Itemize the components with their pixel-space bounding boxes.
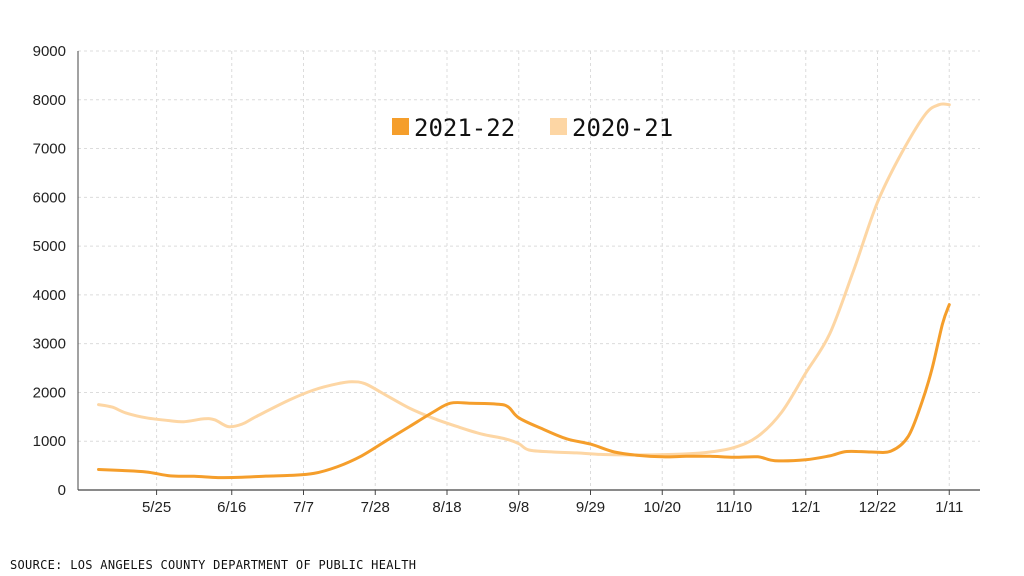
legend-swatch-2021-22 bbox=[392, 118, 409, 135]
axes: 0 1000 2000 3000 4000 5000 6000 7000 8000 9000 5/2… bbox=[33, 43, 980, 516]
y-tick-label: 9000 bbox=[33, 43, 66, 60]
legend-label-2020-21: 2020-21 bbox=[572, 114, 673, 142]
x-tick-label: 10/20 bbox=[643, 499, 681, 516]
grid bbox=[78, 50, 980, 490]
legend: 2021-22 2020-21 bbox=[392, 114, 673, 142]
y-tick-label: 8000 bbox=[33, 92, 66, 109]
y-tick-label: 7000 bbox=[33, 141, 66, 158]
x-tick-label: 11/10 bbox=[716, 499, 752, 516]
y-tick-label: 2000 bbox=[33, 384, 66, 401]
x-tick-label: 8/18 bbox=[432, 499, 461, 516]
series-lines bbox=[97, 102, 951, 480]
x-tick-label: 5/25 bbox=[142, 499, 171, 516]
legend-label-2021-22: 2021-22 bbox=[414, 114, 515, 142]
series-line-2020-21 bbox=[97, 102, 951, 457]
legend-swatch-2020-21 bbox=[550, 118, 567, 135]
y-tick-label: 5000 bbox=[33, 238, 66, 255]
x-tick-label: 12/1 bbox=[791, 499, 820, 516]
source-note: SOURCE: LOS ANGELES COUNTY DEPARTMENT OF… bbox=[10, 558, 417, 572]
y-tick-label: 0 bbox=[58, 482, 66, 499]
y-tick-label: 3000 bbox=[33, 336, 66, 353]
x-tick-label: 9/29 bbox=[576, 499, 605, 516]
x-tick-label: 1/11 bbox=[935, 499, 963, 516]
x-tick-label: 12/22 bbox=[859, 499, 897, 516]
y-tick-label: 1000 bbox=[33, 433, 66, 450]
series-line-2021-22 bbox=[97, 303, 951, 480]
x-tick-label: 7/28 bbox=[361, 499, 390, 516]
y-tick-label: 6000 bbox=[33, 189, 66, 206]
y-tick-label: 4000 bbox=[33, 287, 66, 304]
x-tick-label: 7/7 bbox=[293, 499, 314, 516]
x-tick-label: 9/8 bbox=[508, 499, 529, 516]
x-tick-label: 6/16 bbox=[217, 499, 246, 516]
